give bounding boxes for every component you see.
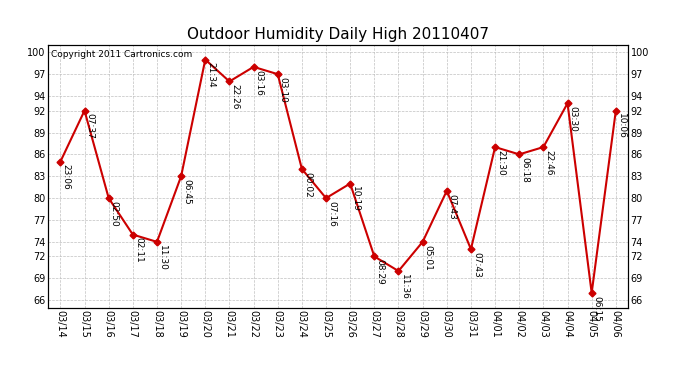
Text: 21:34: 21:34 [206,62,215,88]
Text: 11:30: 11:30 [158,244,167,270]
Text: 22:46: 22:46 [544,150,553,176]
Text: Copyright 2011 Cartronics.com: Copyright 2011 Cartronics.com [51,50,193,59]
Text: 07:16: 07:16 [327,201,336,227]
Text: 06:45: 06:45 [182,179,191,205]
Text: 23:06: 23:06 [61,165,70,190]
Text: 06:18: 06:18 [520,157,529,183]
Text: 08:29: 08:29 [375,259,384,285]
Text: 21:30: 21:30 [496,150,505,176]
Text: 03:16: 03:16 [255,70,264,96]
Text: 07:43: 07:43 [472,252,481,278]
Text: 02:50: 02:50 [110,201,119,226]
Text: 07:43: 07:43 [448,194,457,219]
Text: 02:11: 02:11 [134,237,143,263]
Text: 07:37: 07:37 [86,113,95,139]
Text: 11:36: 11:36 [400,274,408,300]
Text: 03:30: 03:30 [569,106,578,132]
Text: 10:19: 10:19 [351,186,360,212]
Title: Outdoor Humidity Daily High 20110407: Outdoor Humidity Daily High 20110407 [187,27,489,42]
Text: 10:06: 10:06 [617,113,626,139]
Text: 22:26: 22:26 [230,84,239,110]
Text: 06:15: 06:15 [593,296,602,322]
Text: 05:01: 05:01 [424,244,433,270]
Text: 03:10: 03:10 [279,77,288,103]
Text: 00:02: 00:02 [303,172,312,198]
